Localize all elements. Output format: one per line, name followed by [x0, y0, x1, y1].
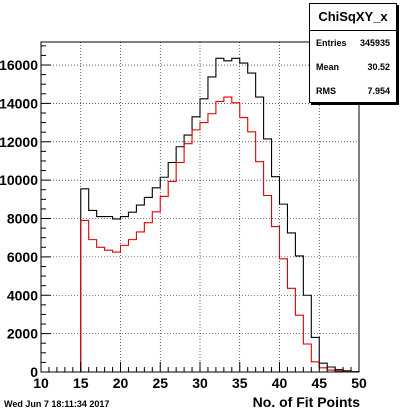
y-tick-label-8000: 8000	[7, 211, 38, 227]
x-tick-label-50: 50	[351, 375, 367, 391]
series-layer	[41, 57, 360, 373]
stats-box: ChiSqXY_x Entries 345935 Mean 30.52 RMS …	[309, 3, 397, 103]
y-tick-label-2000: 2000	[7, 326, 38, 342]
x-tick-label-15: 15	[73, 375, 89, 391]
x-tick-label-30: 30	[192, 375, 208, 391]
stats-rms-row: RMS 7.954	[310, 79, 396, 103]
y-tick-label-12000: 12000	[0, 134, 38, 150]
timestamp-label: Wed Jun 7 18:11:34 2017	[4, 399, 110, 409]
stats-entries-row: Entries 345935	[310, 31, 396, 55]
stats-rms-value: 7.954	[367, 86, 390, 96]
stats-mean-label: Mean	[316, 62, 340, 72]
axes	[40, 41, 360, 373]
x-tick-labels: 10 15 20 25 30 35 40 45 50	[33, 375, 367, 391]
x-tick-label-40: 40	[272, 375, 288, 391]
x-tick-label-20: 20	[113, 375, 129, 391]
x-tick-label-10: 10	[33, 375, 49, 391]
x-tick-label-45: 45	[311, 375, 327, 391]
y-tick-label-0: 0	[30, 364, 38, 380]
y-tick-label-16000: 16000	[0, 57, 38, 73]
stats-rms-label: RMS	[316, 86, 336, 96]
stats-entries-value: 345935	[359, 38, 390, 48]
stats-title: ChiSqXY_x	[310, 4, 396, 31]
y-tick-label-4000: 4000	[7, 287, 38, 303]
stats-mean-value: 30.52	[367, 62, 390, 72]
x-tick-label-25: 25	[152, 375, 168, 391]
histogram-series-1	[41, 96, 360, 373]
y-tick-label-6000: 6000	[7, 249, 38, 265]
y-tick-label-10000: 10000	[0, 172, 38, 188]
y-tick-labels: 0 2000 4000 6000 8000 10000 12000 14000 16000	[0, 57, 38, 380]
stats-mean-row: Mean 30.52	[310, 55, 396, 79]
x-tick-label-35: 35	[232, 375, 248, 391]
x-axis-label: No. of Fit Points	[252, 394, 360, 410]
y-tick-label-14000: 14000	[0, 95, 38, 111]
stats-entries-label: Entries	[316, 38, 347, 48]
histogram-series-0	[41, 57, 360, 373]
